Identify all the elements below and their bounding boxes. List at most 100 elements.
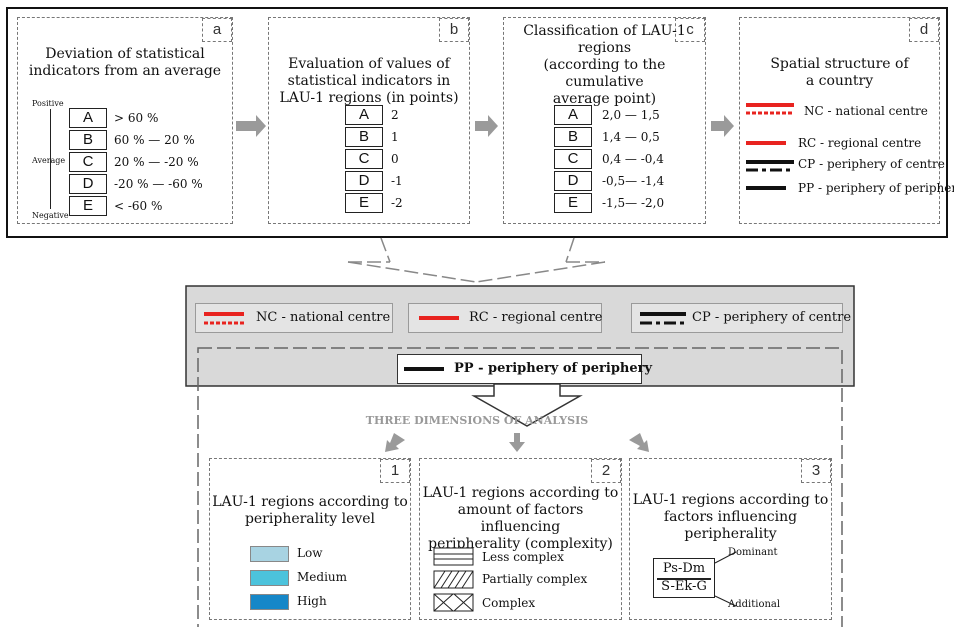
legend-cp-label: CP - periphery of centre (798, 157, 945, 171)
complex-label: Complex (482, 596, 536, 610)
panel-b-title: Evaluation of values of statistical indi… (279, 56, 459, 106)
dimension-3-panel: 3 LAU-1 regions according to factors inf… (629, 458, 832, 620)
points-value-d: -1 (391, 174, 403, 188)
panel-d: d Spatial structure of a country NC - na… (739, 17, 954, 224)
pp-legend-box: PP - periphery of periphery (397, 354, 652, 384)
medium-swatch (250, 570, 289, 586)
fraction-line (657, 578, 711, 580)
axis-negative-label: Negative (32, 211, 69, 220)
points-value-e: -2 (391, 196, 403, 210)
legend-pp-label: PP - periphery of periphery (798, 181, 954, 195)
deviation-value-c: 20 % — -20 % (114, 155, 199, 169)
cp-legend-box: CP - periphery of centre (631, 303, 851, 333)
dimension-1-title: LAU-1 regions according to peripherality… (212, 494, 408, 527)
arrow-c-to-d (711, 115, 734, 137)
class-box-d: D (345, 171, 383, 191)
partially-complex-label: Partially complex (482, 572, 588, 586)
points-value-c: 0 (391, 152, 399, 166)
class-box-b: B (345, 127, 383, 147)
axis-average-label: Average (32, 156, 66, 165)
arrow-to-dim2 (509, 433, 525, 452)
class-box-a: A (69, 108, 107, 128)
high-label: High (297, 594, 327, 608)
low-label: Low (297, 546, 323, 560)
panel-a: a Deviation of statistical indicators fr… (17, 17, 233, 224)
high-swatch (250, 594, 289, 610)
pp-symbol (404, 367, 444, 371)
less-complex-label: Less complex (482, 550, 564, 564)
big-down-arrow (471, 383, 583, 427)
pointer-lines (714, 551, 737, 607)
dimension-1-tag: 1 (380, 459, 410, 483)
panel-d-title: Spatial structure of a country (770, 56, 909, 89)
deviation-value-d: -20 % — -60 % (114, 177, 203, 191)
panel-a-title: Deviation of statistical indicators from… (28, 46, 222, 79)
class-box-d: D (554, 171, 592, 191)
panel-b: b Evaluation of values of statistical in… (268, 17, 470, 224)
dimension-2-tag: 2 (591, 459, 621, 483)
factor-fraction-box: Ps-Dm S-Ek-G (653, 558, 715, 598)
spatial-structure-symbols (746, 103, 794, 190)
rc-label: RC - regional centre (469, 310, 603, 325)
deviation-value-b: 60 % — 20 % (114, 133, 195, 147)
panel-c-title: Classification of LAU-1 regions (accordi… (523, 23, 686, 107)
rc-legend-box: RC - regional centre (408, 303, 603, 333)
class-box-e: E (345, 193, 383, 213)
legend-nc-label: NC - national centre (804, 104, 928, 118)
nc-symbol (746, 103, 794, 115)
nc-legend-box: NC - national centre (195, 303, 393, 333)
dashed-funnel (347, 237, 606, 283)
rc-symbol (419, 316, 459, 320)
cp-symbol (746, 160, 794, 172)
analysis-heading: THREE DIMENSIONS OF ANALYSIS (365, 414, 589, 427)
cp-symbol (640, 312, 686, 325)
panel-c: c Classification of LAU-1 regions (accor… (503, 17, 706, 224)
cumulative-range-d: -0,5— -1,4 (602, 174, 665, 188)
dimension-2-title: LAU-1 regions according to amount of fac… (422, 485, 619, 552)
cp-label: CP - periphery of centre (692, 310, 852, 325)
dominant-factors: Ps-Dm (662, 561, 706, 576)
nc-symbol (204, 312, 244, 325)
arrow-b-to-c (475, 115, 498, 137)
complexity-patterns (433, 547, 474, 612)
low-swatch (250, 546, 289, 562)
cumulative-range-b: 1,4 — 0,5 (602, 130, 660, 144)
legend-rc-label: RC - regional centre (798, 136, 922, 150)
additional-factors: S-Ek-G (661, 579, 707, 594)
nc-label: NC - national centre (256, 310, 391, 325)
deviation-value-e: < -60 % (114, 199, 163, 213)
arrow-to-dim3 (629, 433, 649, 452)
panel-c-tag: c (675, 18, 705, 42)
panel-a-tag: a (202, 18, 232, 42)
cumulative-range-e: -1,5— -2,0 (602, 196, 665, 210)
class-box-c: C (554, 149, 592, 169)
dimension-3-title: LAU-1 regions according to factors influ… (632, 492, 829, 542)
arrow-to-dim1 (385, 433, 405, 452)
additional-label: Additional (728, 599, 781, 610)
deviation-value-a: > 60 % (114, 111, 159, 125)
arrow-a-to-b (236, 115, 266, 137)
dominant-label: Dominant (728, 547, 778, 558)
class-box-e: E (554, 193, 592, 213)
class-box-b: B (554, 127, 592, 147)
cumulative-range-a: 2,0 — 1,5 (602, 108, 660, 122)
less-complex-pattern (433, 547, 474, 566)
cumulative-range-c: 0,4 — -0,4 (602, 152, 664, 166)
analysis-frame (197, 347, 843, 627)
dimension-3-tag: 3 (801, 459, 831, 483)
points-value-a: 2 (391, 108, 399, 122)
class-box-b: B (69, 130, 107, 150)
pp-label: PP - periphery of periphery (454, 361, 653, 376)
axis-positive-label: Positive (32, 99, 64, 108)
class-box-c: C (345, 149, 383, 169)
class-box-d: D (69, 174, 107, 194)
dimension-1-panel: 1 LAU-1 regions according to peripherali… (209, 458, 411, 620)
partially-complex-pattern (433, 570, 474, 589)
class-box-e: E (69, 196, 107, 216)
points-value-b: 1 (391, 130, 399, 144)
complex-pattern (433, 593, 474, 612)
medium-label: Medium (297, 570, 348, 584)
class-box-a: A (345, 105, 383, 125)
axis-line (50, 109, 51, 209)
dimension-2-panel: 2 LAU-1 regions according to amount of f… (419, 458, 622, 620)
